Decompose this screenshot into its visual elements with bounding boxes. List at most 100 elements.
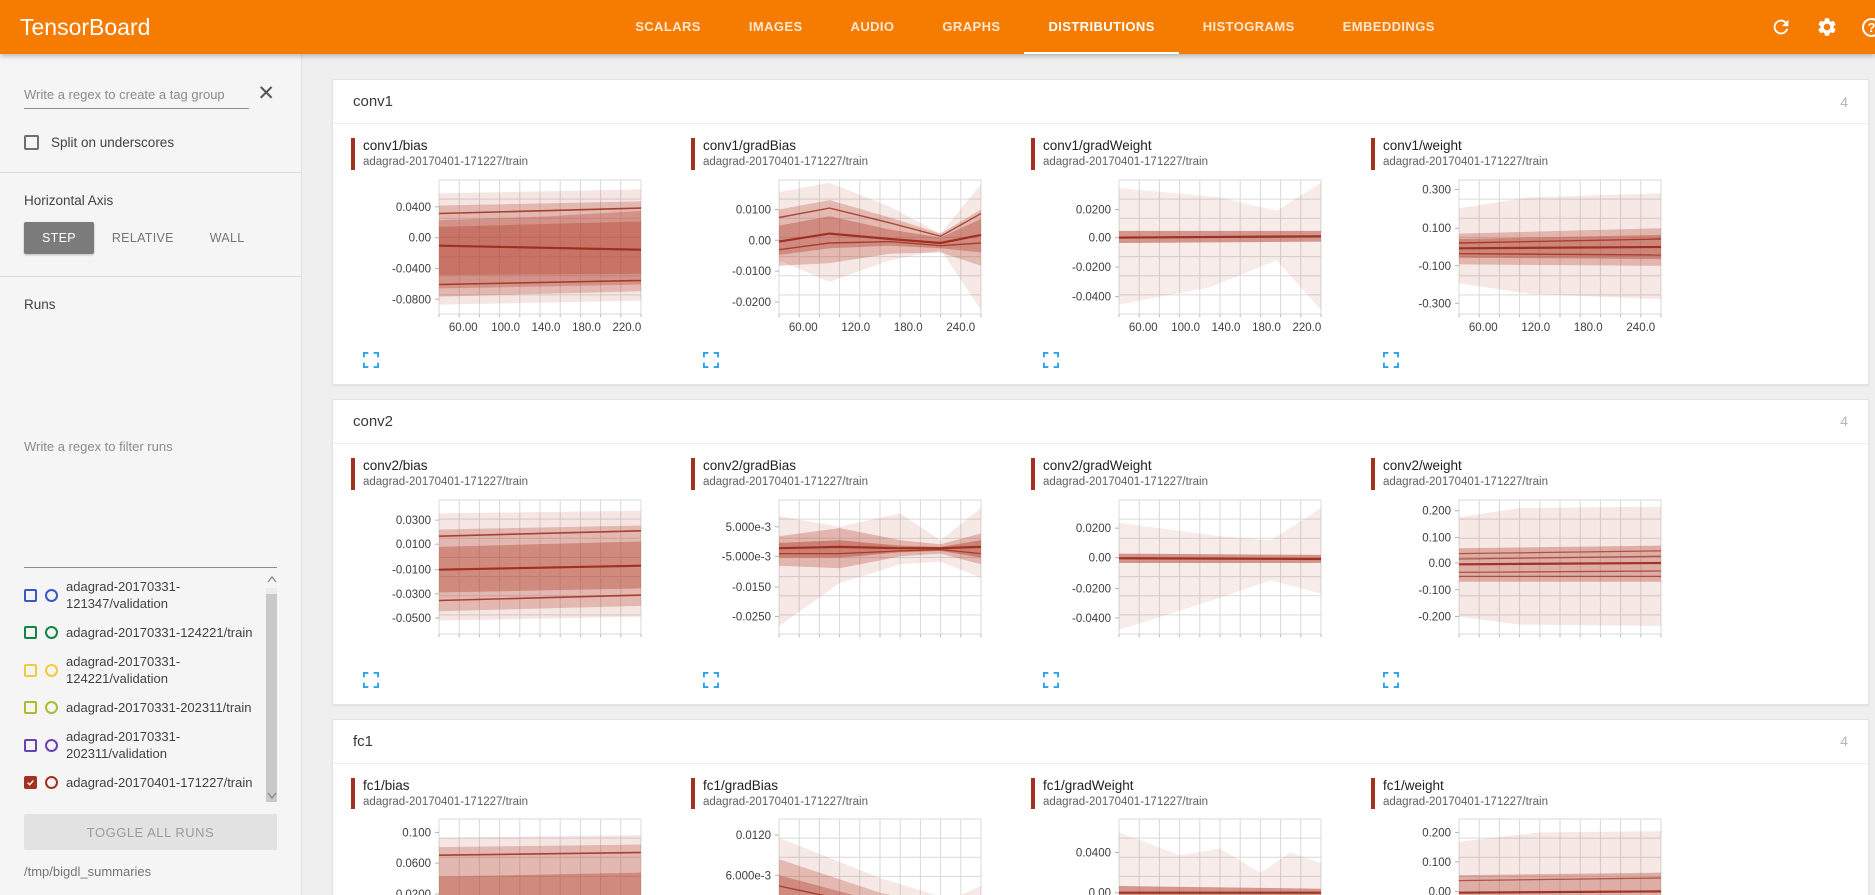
chart-run-name: adagrad-20170401-171227/train	[703, 475, 868, 488]
distribution-plot: 0.0400 0.00 -0.0400 -0.0800 60.00 100.0 140.0 1…	[392, 179, 642, 334]
checkbox-box[interactable]	[24, 135, 39, 150]
tab-graphs[interactable]: GRAPHS	[942, 18, 1001, 34]
run-color-ring[interactable]	[45, 588, 58, 602]
distribution-chart-conv2-gradBias: conv2/gradBias adagrad-20170401-171227/tr…	[691, 457, 1031, 688]
svg-text:240.0: 240.0	[1626, 322, 1655, 334]
tab-images[interactable]: IMAGES	[748, 18, 803, 34]
section-header-fc1[interactable]: fc1 4	[333, 720, 1868, 764]
expand-chart-icon[interactable]	[1383, 351, 1399, 368]
run-checkbox[interactable]	[24, 776, 37, 789]
run-checkbox[interactable]	[24, 588, 37, 602]
run-color-ring[interactable]	[45, 626, 58, 639]
tab-audio[interactable]: AUDIO	[850, 18, 895, 34]
runs-list-wrap: adagrad-20170331-121347/validation adagra…	[24, 572, 277, 802]
run-color-ring[interactable]	[45, 701, 58, 714]
run-item[interactable]: adagrad-20170331-124221/train	[24, 618, 261, 647]
refresh-icon[interactable]	[1770, 16, 1792, 38]
svg-text:-0.0300: -0.0300	[392, 588, 431, 600]
axis-option-wall[interactable]: WALL	[192, 222, 263, 254]
expand-chart-icon[interactable]	[363, 671, 379, 688]
section-header-conv1[interactable]: conv1 4	[333, 80, 1868, 124]
runs-filter-input[interactable]	[24, 326, 277, 568]
tab-embeddings[interactable]: EMBEDDINGS	[1342, 18, 1435, 34]
run-item[interactable]: adagrad-20170331-202311/train	[24, 693, 261, 722]
split-on-underscores-checkbox[interactable]: Split on underscores	[24, 135, 277, 150]
expand-chart-icon[interactable]	[703, 671, 719, 688]
main-content: conv1 4 conv1/bias adagrad-20170401-171227/…	[302, 54, 1875, 895]
runs-scrollbar-thumb[interactable]	[266, 594, 277, 802]
run-color-bar	[1031, 457, 1035, 490]
svg-text:-0.0800: -0.0800	[392, 294, 431, 306]
run-color-bar	[1371, 777, 1375, 810]
chart-title-block: conv2/gradWeight adagrad-20170401-171227/…	[1031, 457, 1371, 490]
run-checkbox[interactable]	[24, 663, 37, 677]
svg-text:-0.0100: -0.0100	[392, 564, 431, 576]
svg-text:0.00: 0.00	[409, 232, 431, 244]
svg-text:-0.0400: -0.0400	[1072, 613, 1111, 625]
scroll-up-icon[interactable]	[266, 572, 277, 586]
tab-scalars[interactable]: SCALARS	[635, 18, 701, 34]
distribution-plot: 0.200 0.100 0.00 -0.100 -0.200	[1418, 499, 1662, 637]
svg-text:0.0200: 0.0200	[1076, 204, 1111, 216]
run-checkbox[interactable]	[24, 626, 37, 639]
expand-chart-icon[interactable]	[1383, 671, 1399, 688]
tag-group-regex-input[interactable]	[24, 82, 250, 109]
settings-icon[interactable]	[1816, 16, 1838, 38]
distribution-chart-fc1-gradWeight: fc1/gradWeight adagrad-20170401-171227/tr…	[1031, 777, 1371, 895]
run-item[interactable]: adagrad-20170401-171227/train	[24, 768, 261, 797]
run-color-ring[interactable]	[45, 663, 58, 677]
run-item[interactable]: adagrad-20170401-171227/validation	[24, 797, 261, 802]
run-checkbox[interactable]	[24, 701, 37, 714]
run-color-bar	[1371, 457, 1375, 490]
expand-chart-icon[interactable]	[363, 351, 379, 368]
tag-section-conv1: conv1 4 conv1/bias adagrad-20170401-171227/…	[332, 79, 1869, 385]
run-color-bar	[1371, 138, 1375, 170]
run-color-ring[interactable]	[45, 776, 58, 789]
svg-text:60.00: 60.00	[449, 322, 478, 334]
tab-histograms[interactable]: HISTOGRAMS	[1202, 18, 1295, 34]
scroll-down-icon[interactable]	[266, 788, 277, 802]
runs-list[interactable]: adagrad-20170331-121347/validation adagra…	[24, 572, 261, 802]
expand-chart-icon[interactable]	[1043, 351, 1059, 368]
svg-text:180.0: 180.0	[572, 322, 601, 334]
chart-run-name: adagrad-20170401-171227/train	[1043, 155, 1208, 168]
svg-text:140.0: 140.0	[532, 322, 561, 334]
chart-title-block: conv1/gradWeight adagrad-20170401-171227/…	[1031, 138, 1371, 170]
divider	[0, 276, 301, 277]
expand-chart-icon[interactable]	[1043, 671, 1059, 688]
distribution-chart-conv1-gradBias: conv1/gradBias adagrad-20170401-171227/tr…	[691, 138, 1031, 368]
axis-option-relative[interactable]: RELATIVE	[94, 222, 192, 254]
distribution-chart-conv1-weight: conv1/weight adagrad-20170401-171227/trai…	[1371, 138, 1711, 368]
runs-section: Runs adagrad-20170331-121347/validationa…	[0, 277, 301, 802]
expand-chart-icon[interactable]	[703, 351, 719, 368]
distribution-plot: 5.000e-3 -5.000e-3 -0.0150 -0.0250	[722, 499, 982, 637]
run-label: adagrad-20170331-202311/train	[66, 700, 252, 715]
chart-title: fc1/gradWeight	[1043, 777, 1134, 793]
run-color-bar	[691, 457, 695, 490]
tag-section-fc1: fc1 4 fc1/bias adagrad-20170401-171227/trai…	[332, 718, 1869, 895]
chart-title: conv2/gradBias	[703, 457, 797, 473]
section-header-conv2[interactable]: conv2 4	[333, 400, 1868, 444]
run-checkbox[interactable]	[24, 738, 37, 752]
svg-text:-0.100: -0.100	[1418, 584, 1451, 596]
distribution-plot: 0.0200 0.00 -0.0200 -0.0400 60.00 100.0 140.0 1…	[1072, 179, 1322, 334]
run-item[interactable]: adagrad-20170331-121347/validation	[24, 572, 261, 618]
chart-run-name: adagrad-20170401-171227/train	[703, 795, 868, 808]
help-icon[interactable]: ?	[1861, 17, 1875, 37]
run-item[interactable]: adagrad-20170331-124221/validation	[24, 647, 261, 693]
run-color-ring[interactable]	[45, 738, 58, 752]
toggle-all-runs-button[interactable]: TOGGLE ALL RUNS	[24, 814, 277, 850]
chart-title-block: fc1/weight adagrad-20170401-171227/train	[1371, 777, 1711, 810]
distribution-chart-conv2-bias: conv2/bias adagrad-20170401-171227/train 0…	[351, 457, 691, 688]
run-item[interactable]: adagrad-20170331-202311/validation	[24, 722, 261, 768]
distribution-chart-fc1-gradBias: fc1/gradBias adagrad-20170401-171227/trai…	[691, 777, 1031, 895]
tab-distributions[interactable]: DISTRIBUTIONS	[1024, 0, 1179, 54]
svg-text:-5.000e-3: -5.000e-3	[722, 551, 771, 563]
svg-text:100.0: 100.0	[491, 322, 520, 334]
clear-regex-icon[interactable]: ✕	[257, 82, 275, 105]
axis-option-step[interactable]: STEP	[24, 222, 94, 254]
svg-text:0.0400: 0.0400	[396, 202, 431, 214]
svg-text:60.00: 60.00	[1469, 322, 1498, 334]
